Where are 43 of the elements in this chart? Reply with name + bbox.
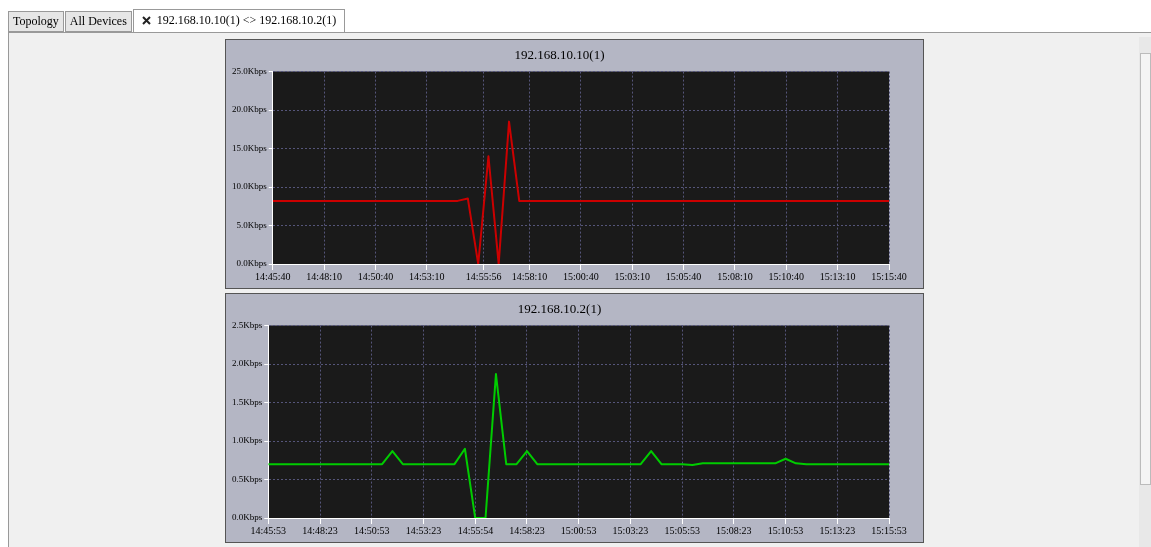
y-tick-label: 2.5Kbps [231,319,263,330]
x-tick-label: 14:45:40 [254,270,291,282]
y-tick-label: 0.5Kbps [231,473,263,484]
y-tick-label: 1.5Kbps [231,396,263,407]
x-tick-label: 15:15:53 [871,524,907,536]
x-tick-label: 14:48:23 [302,524,338,536]
text: Topology [13,14,59,29]
x-tick-label: 14:58:23 [509,524,545,536]
x-tick-label: 14:55:54 [457,524,494,536]
x-tick-label: 14:50:40 [357,270,394,282]
y-tick-label: 1.0Kbps [231,435,263,446]
x-tick-label: 14:45:53 [250,524,287,536]
x-tick-label: 15:00:53 [560,524,597,536]
chart-title: 192.168.10.10(1) [514,47,605,63]
x-tick-label: 14:53:23 [405,524,442,536]
x-tick-label: 14:55:56 [465,270,502,282]
x-tick-label: 15:13:23 [819,524,856,536]
x-tick-label: 15:05:53 [664,524,700,536]
x-tick-label: 15:13:10 [819,270,856,282]
y-tick-label: 10.0Kbps [231,181,268,192]
x-tick-label: 15:08:10 [717,270,753,282]
x-tick-label: 15:05:40 [665,270,702,282]
x-tick-label: 15:10:53 [767,524,804,536]
x-tick-label: 15:03:10 [614,270,651,282]
x-tick-label: 15:08:23 [716,524,752,536]
x-tick-label: 14:48:10 [306,270,342,282]
x-tick-label: 14:50:53 [354,524,390,536]
y-tick-label: 25.0Kbps [231,65,268,76]
y-tick-label: 5.0Kbps [236,219,268,230]
y-tick-label: 15.0Kbps [231,142,268,153]
x-tick-label: 15:00:40 [563,270,599,282]
y-tick-label: 2.0Kbps [231,358,263,369]
text: All Devices [69,14,127,29]
x-tick-label: 15:15:40 [871,270,907,282]
y-tick-label: 20.0Kbps [231,104,268,115]
y-tick-label: 0.0Kbps [231,512,263,523]
x-tick-label: 15:10:40 [768,270,805,282]
x-tick-label: 14:53:10 [409,270,445,282]
x-tick-label: 15:03:23 [612,524,649,536]
text: 192.168.10.10(1) <> 192.168.10.2(1) [156,13,337,28]
chart-title: 192.168.10.2(1) [517,301,602,317]
y-tick-label: 0.0Kbps [236,258,268,269]
x-tick-label: 14:58:10 [511,270,548,282]
